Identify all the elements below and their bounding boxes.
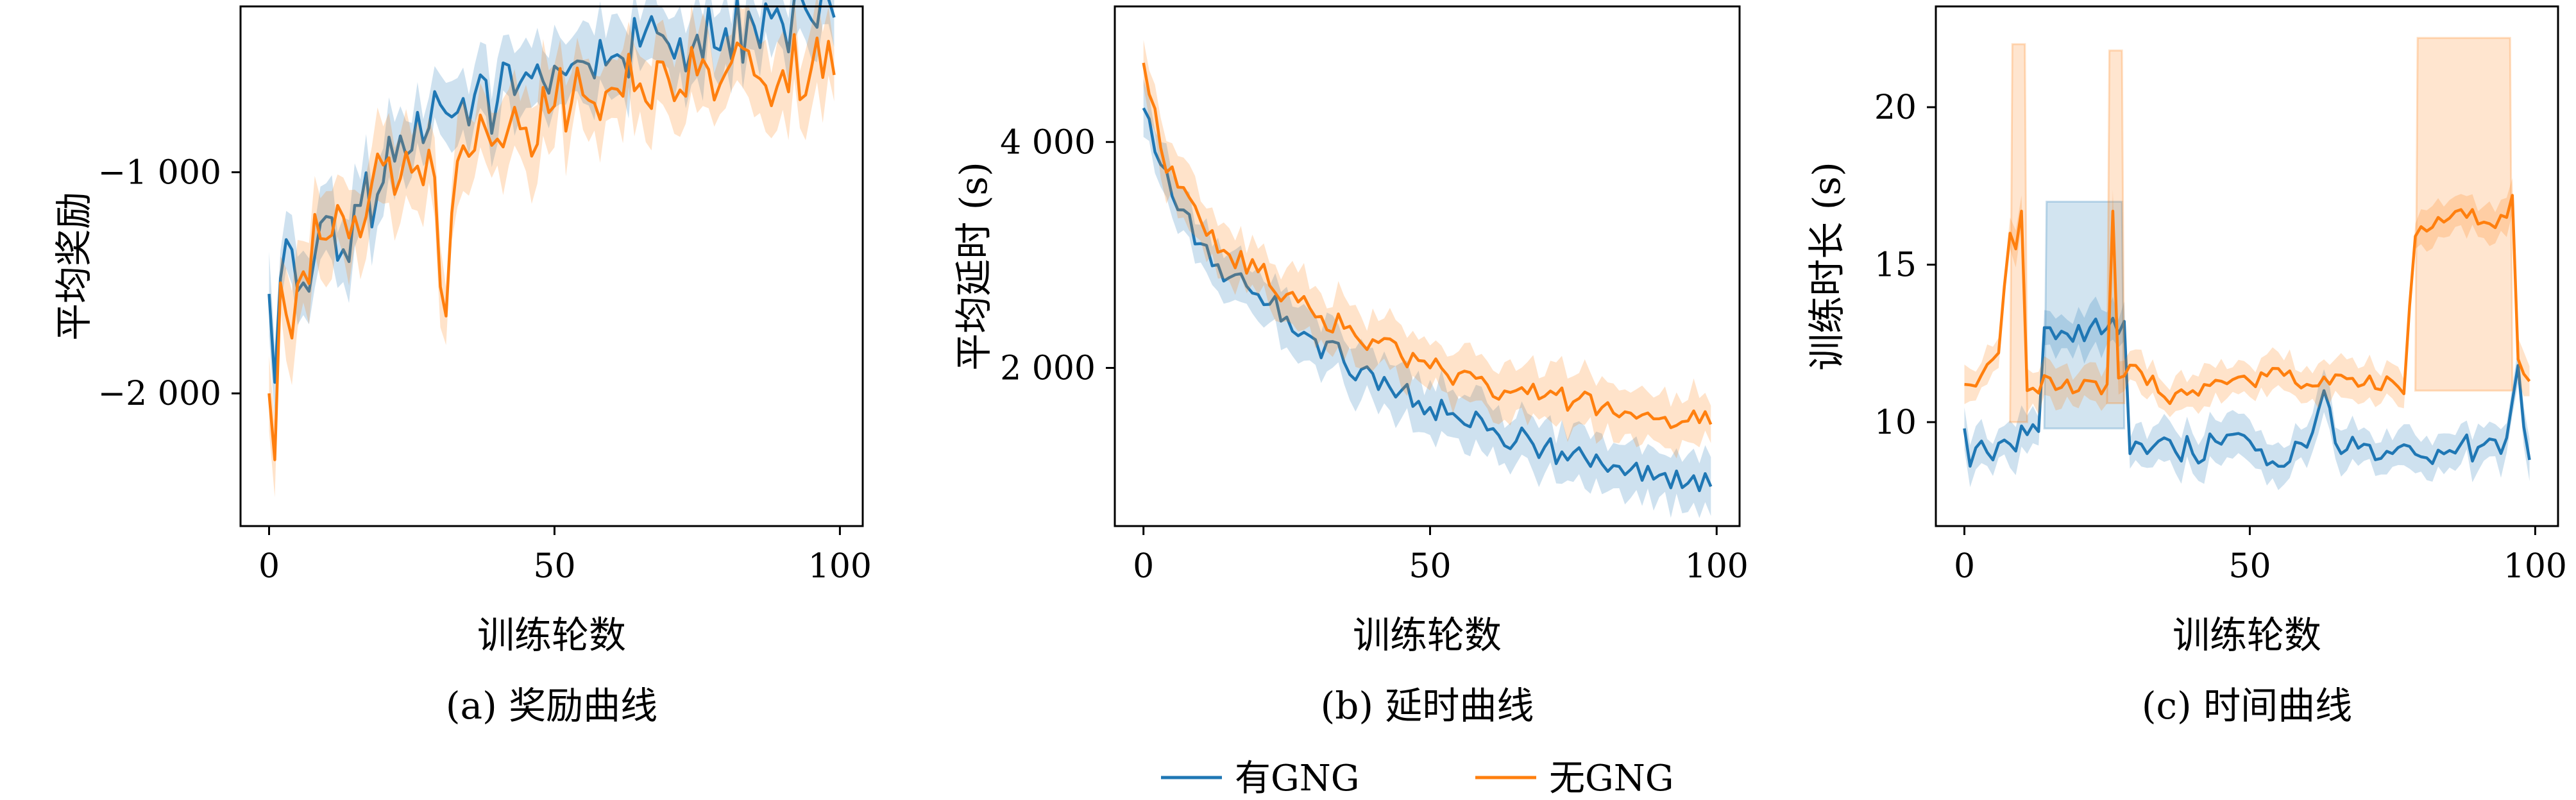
series-line-gng	[1963, 316, 2531, 468]
x-tick-label: 50	[533, 547, 575, 586]
band-spike	[2106, 49, 2126, 405]
y-tick-label: 2 000	[1000, 349, 1096, 387]
band-no-gng	[269, 0, 835, 498]
y-tick-label: 15	[1874, 246, 1917, 285]
band-spike	[2043, 200, 2126, 430]
series-line-no-gng	[1964, 194, 2531, 405]
series-line-no-gng	[1142, 62, 1713, 429]
y-axis-label: 平均延时 (s)	[952, 162, 996, 370]
band-no-gng	[1143, 40, 1711, 459]
subplot-caption: (c) 时间曲线	[2142, 684, 2352, 728]
series-line-gng	[1142, 107, 1713, 493]
x-tick-label: 100	[808, 547, 872, 586]
panel-reward: 0 50 100 −1 000 −2 000 训练轮数 平均奖励 (a) 奖励曲线	[52, 0, 872, 728]
series-line-gng	[267, 0, 836, 384]
y-tick-label: −2 000	[98, 375, 221, 413]
subplot-caption: (a) 奖励曲线	[446, 684, 657, 728]
plot-frame	[239, 5, 864, 527]
x-tick-label: 100	[1685, 547, 1749, 586]
x-axis-label: 训练轮数	[1353, 613, 1502, 657]
x-axis-label: 训练轮数	[477, 613, 626, 657]
band-no-gng	[1964, 178, 2530, 418]
y-tick-label: 20	[1874, 89, 1917, 127]
y-tick-label: −1 000	[98, 154, 221, 192]
panel-delay: 0 50 100 4 000 2 000 训练轮数 平均延时 (s) (b) 延时曲线	[952, 5, 1749, 728]
series-line-no-gng	[267, 33, 836, 461]
y-axis-label: 平均奖励	[52, 192, 96, 341]
y-tick-label: 10	[1874, 404, 1917, 442]
x-axis-label: 训练轮数	[2173, 613, 2321, 657]
legend-label-gng: 有GNG	[1235, 758, 1359, 799]
x-tick-label: 0	[1954, 547, 1975, 586]
band-gng	[1143, 79, 1711, 518]
x-tick-label: 50	[2228, 547, 2271, 586]
legend-label-no-gng: 无GNG	[1549, 758, 1674, 799]
x-tick-label: 100	[2504, 547, 2567, 586]
legend: 有GNG 无GNG	[1161, 758, 1674, 799]
x-tick-label: 0	[258, 547, 280, 586]
subplot-caption: (b) 延时曲线	[1321, 684, 1534, 728]
x-tick-label: 50	[1409, 547, 1451, 586]
plot-frame	[1935, 5, 2559, 527]
panel-train-time: 0 50 100 20 15 10 训练轮数 训练时长 (s) (c) 时间曲线	[1805, 5, 2567, 728]
y-tick-label: 4 000	[1000, 123, 1096, 162]
y-axis-label: 训练时长 (s)	[1805, 162, 1849, 370]
plot-frame	[1114, 5, 1741, 527]
band-gng	[1964, 296, 2530, 490]
x-tick-label: 0	[1133, 547, 1154, 586]
